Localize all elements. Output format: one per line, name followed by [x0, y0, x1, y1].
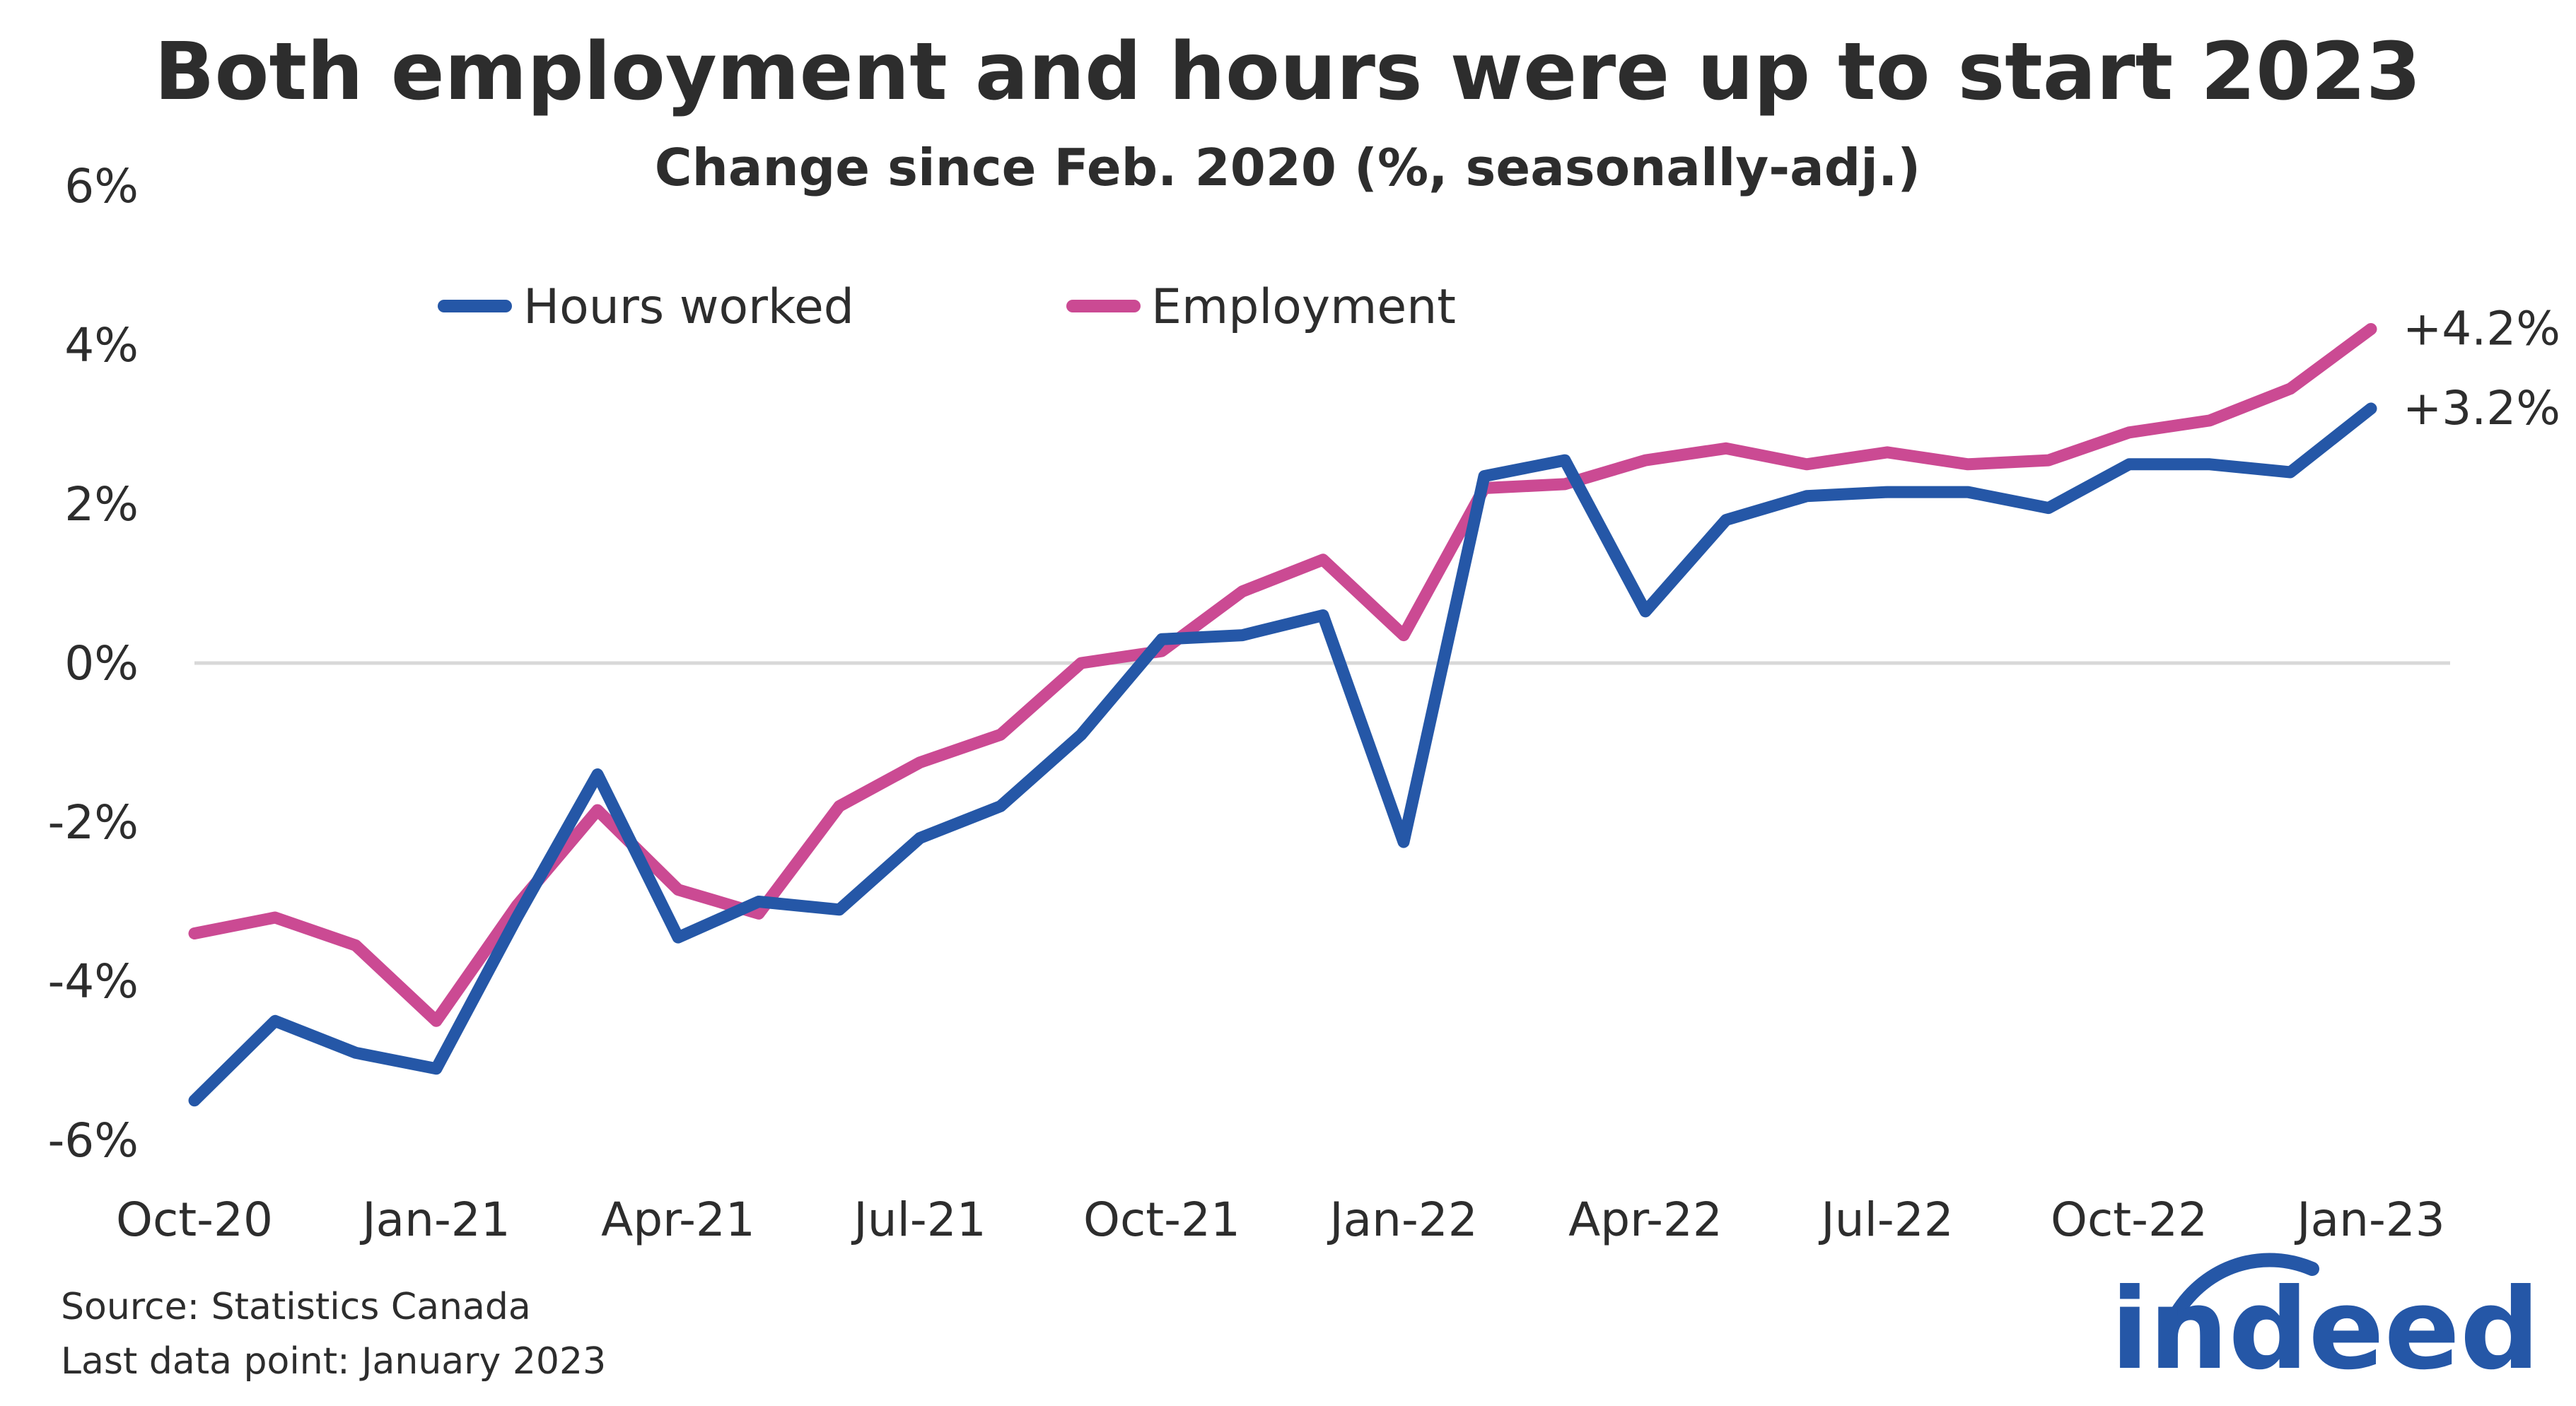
series-lines: +4.2% +3.2% — [188, 302, 2560, 1107]
x-tick-label: Jan-23 — [2294, 1193, 2445, 1247]
x-tick-label: Jan-21 — [359, 1193, 511, 1247]
legend-label-hours-worked: Hours worked — [523, 279, 854, 335]
y-tick-label: -4% — [47, 954, 139, 1009]
series-line-hours-worked — [188, 402, 2377, 1107]
y-tick-label: -6% — [47, 1113, 139, 1168]
chart-subtitle: Change since Feb. 2020 (%, seasonally-ad… — [655, 138, 1921, 197]
logo-text: indeed — [2111, 1265, 2540, 1395]
end-label-employment: +4.2% — [2403, 302, 2560, 356]
chart-title: Both employment and hours were up to sta… — [154, 26, 2421, 118]
source-note: Source: Statistics Canada — [61, 1286, 531, 1328]
x-tick-label: Apr-22 — [1568, 1193, 1723, 1247]
end-label-hours-worked: +3.2% — [2403, 381, 2560, 435]
y-tick-label: 4% — [64, 318, 139, 373]
x-tick-label: Jan-22 — [1327, 1193, 1478, 1247]
x-tick-label: Apr-21 — [601, 1193, 755, 1247]
legend: Hours worked Employment — [438, 279, 1456, 335]
last-data-point-note: Last data point: January 2023 — [61, 1340, 606, 1383]
x-tick-label: Jul-22 — [1818, 1193, 1953, 1247]
x-tick-label: Oct-20 — [116, 1193, 273, 1247]
x-tick-label: Jul-21 — [851, 1193, 986, 1247]
x-tick-label: Oct-22 — [2051, 1193, 2208, 1247]
y-tick-label: -2% — [47, 795, 139, 850]
y-axis: -6% -4% -2% 0% 2% 4% 6% — [47, 159, 139, 1168]
y-tick-label: 2% — [64, 477, 139, 532]
legend-label-employment: Employment — [1151, 279, 1456, 335]
y-tick-label: 0% — [64, 636, 139, 691]
indeed-logo: indeed — [2111, 1253, 2540, 1395]
y-tick-label: 6% — [64, 159, 139, 213]
x-axis: Oct-20 Jan-21 Apr-21 Jul-21 Oct-21 Jan-22 Apr-… — [116, 1193, 2445, 1247]
logo-arc-icon — [2169, 1253, 2319, 1320]
x-tick-label: Oct-21 — [1083, 1193, 1240, 1247]
